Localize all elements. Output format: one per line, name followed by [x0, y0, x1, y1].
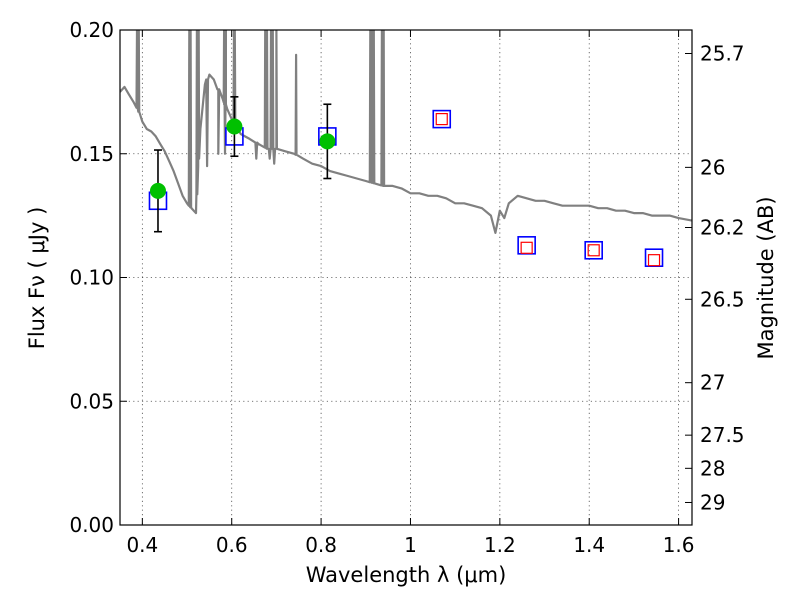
x-tick-label: 1	[404, 533, 417, 557]
y-tick-label: 0.00	[69, 513, 114, 537]
y2-tick-label: 27	[700, 371, 725, 395]
y2-tick-label: 26	[700, 155, 725, 179]
observed-point	[319, 133, 336, 150]
y2-tick-label: 26.5	[700, 287, 745, 311]
filter-flux-small-square	[587, 244, 600, 257]
x-tick-label: 1.6	[663, 533, 695, 557]
y2-tick-label: 29	[700, 490, 725, 514]
filter-flux-small-square	[435, 112, 448, 126]
tick-marks	[120, 29, 692, 526]
y2-axis-label: Magnitude (AB)	[754, 196, 778, 359]
plot-area	[120, 30, 692, 267]
model-filter-square	[432, 109, 452, 129]
y-tick-label: 0.15	[69, 142, 114, 166]
y-tick-label: 0.10	[69, 266, 114, 290]
x-tick-label: 0.4	[126, 533, 158, 557]
y-axis-label: Flux Fν ( μJy )	[25, 207, 49, 350]
observed-point	[149, 182, 166, 199]
filter-flux-small-square	[647, 254, 661, 267]
y2-tick-label: 27.5	[700, 423, 745, 447]
plot-content	[120, 30, 692, 267]
x-tick-label: 0.6	[216, 533, 248, 557]
y-tick-label: 0.20	[69, 18, 114, 42]
filter-flux-small-square	[520, 241, 533, 254]
x-axis-label: Wavelength λ (μm)	[306, 563, 507, 587]
model-filter-square	[584, 240, 603, 260]
y-tick-label: 0.05	[69, 389, 114, 413]
model-spectrum-line	[120, 30, 692, 234]
y2-tick-label: 26.2	[700, 216, 745, 240]
observed-point	[226, 118, 243, 135]
x-tick-label: 1.4	[573, 533, 605, 557]
x-tick-label: 1.2	[484, 533, 516, 557]
y2-tick-label: 28	[700, 456, 725, 480]
x-tick-label: 0.8	[305, 533, 337, 557]
y2-tick-label: 25.7	[700, 42, 745, 66]
tick-labels: 0.4 0.6 0.8 1 1.2 1.4 1.6 0.00 0.05 0.10 0.15 0.20 2…	[69, 18, 744, 557]
